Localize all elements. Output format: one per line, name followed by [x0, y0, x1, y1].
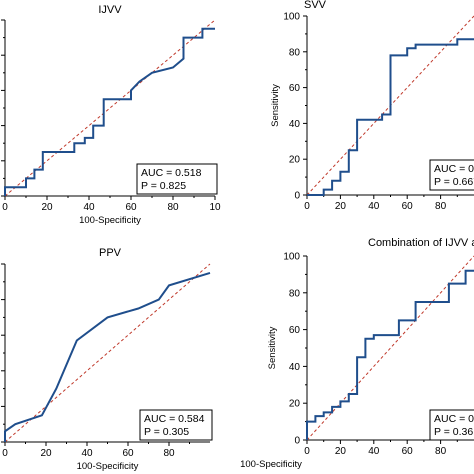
y-axis-label: Sensitivity: [270, 84, 281, 127]
roc-curve: [307, 38, 474, 196]
y-tick-label: 100: [283, 252, 300, 263]
reference-diagonal-line: [4, 263, 211, 443]
x-tick-label: 40: [368, 446, 380, 457]
x-tick-label: 20: [41, 202, 53, 213]
reference-diagonal-line: [4, 19, 216, 197]
stats-box: [429, 159, 474, 191]
y-tick-label: 0: [294, 191, 300, 202]
x-axis-label: 100-Specificity: [240, 459, 302, 470]
roc-curve: [4, 271, 211, 442]
y-axis-label: Sensitivity: [267, 326, 278, 369]
x-tick-label: 40: [81, 448, 93, 459]
y-tick-label: 100: [283, 12, 300, 23]
panel-title: Combination of IJVV and ppv: [368, 237, 474, 249]
auc-label: AUC = 0.: [434, 163, 474, 175]
roc-panel-3: 0 20 40 60 80 PPV 100-Specificity AUC = 0.584P …: [1, 247, 213, 472]
y-tick-label: 80: [289, 47, 301, 58]
stats-box: [136, 163, 218, 195]
p-value-label: P = 0.36: [434, 426, 473, 438]
roc-curve: [4, 27, 215, 196]
x-tick-label: 60: [122, 448, 134, 459]
auc-label: AUC = 0.518: [141, 167, 202, 179]
roc-panel-2: 0 20 40 60 80 0 20 40 60 80 100 SVV Sensitivity AUC =…: [270, 0, 474, 212]
reference-diagonal-line: [306, 255, 474, 441]
roc-panel-1: 0 20 40 60 80 10 IJVV 100-Specificity AUC = 0.51…: [1, 4, 221, 226]
x-axis-label: 100-Specificity: [77, 461, 139, 472]
panel-title: IJVV: [98, 4, 122, 16]
x-tick-label: 40: [368, 201, 380, 212]
x-tick-label: 20: [335, 201, 347, 212]
x-tick-label: 60: [125, 202, 137, 213]
x-axis-label: 100-Specificity: [79, 215, 141, 226]
x-tick-label: 80: [435, 446, 447, 457]
roc-curve: [306, 269, 474, 440]
x-tick-label: 60: [402, 201, 414, 212]
x-tick-label: 80: [435, 201, 447, 212]
x-tick-label: 0: [304, 446, 310, 457]
auc-label: AUC = 0.584: [144, 413, 205, 425]
roc-panel-4: 0 20 40 60 80 0 20 40 60 80 100 Combination of IJVV…: [240, 237, 474, 470]
p-value-label: P = 0.305: [144, 426, 189, 438]
y-tick-label: 0: [294, 436, 300, 447]
x-tick-label: 60: [402, 446, 414, 457]
auc-label: AUC = 0.: [434, 413, 474, 425]
stats-box: [429, 409, 474, 441]
panel-title: SVV: [304, 0, 327, 11]
y-tick-label: 20: [289, 155, 301, 166]
x-tick-label: 20: [335, 446, 347, 457]
y-tick-label: 80: [289, 288, 301, 299]
y-tick-label: 60: [289, 325, 301, 336]
stats-box: [139, 409, 213, 441]
x-tick-label: 0: [304, 201, 310, 212]
y-tick-label: 20: [289, 399, 301, 410]
y-tick-label: 40: [289, 119, 301, 130]
y-tick-label: 40: [289, 362, 301, 373]
x-tick-label: 80: [167, 202, 179, 213]
x-tick-label: 0: [2, 202, 8, 213]
x-tick-label: 20: [40, 448, 52, 459]
y-tick-label: 60: [289, 83, 301, 94]
x-tick-label: 0: [2, 448, 8, 459]
p-value-label: P = 0.825: [141, 180, 186, 192]
x-tick-label: 40: [83, 202, 95, 213]
panel-title: PPV: [99, 247, 122, 259]
x-tick-label: 10: [209, 202, 221, 213]
x-tick-label: 80: [163, 448, 175, 459]
p-value-label: P = 0.667: [434, 176, 474, 188]
